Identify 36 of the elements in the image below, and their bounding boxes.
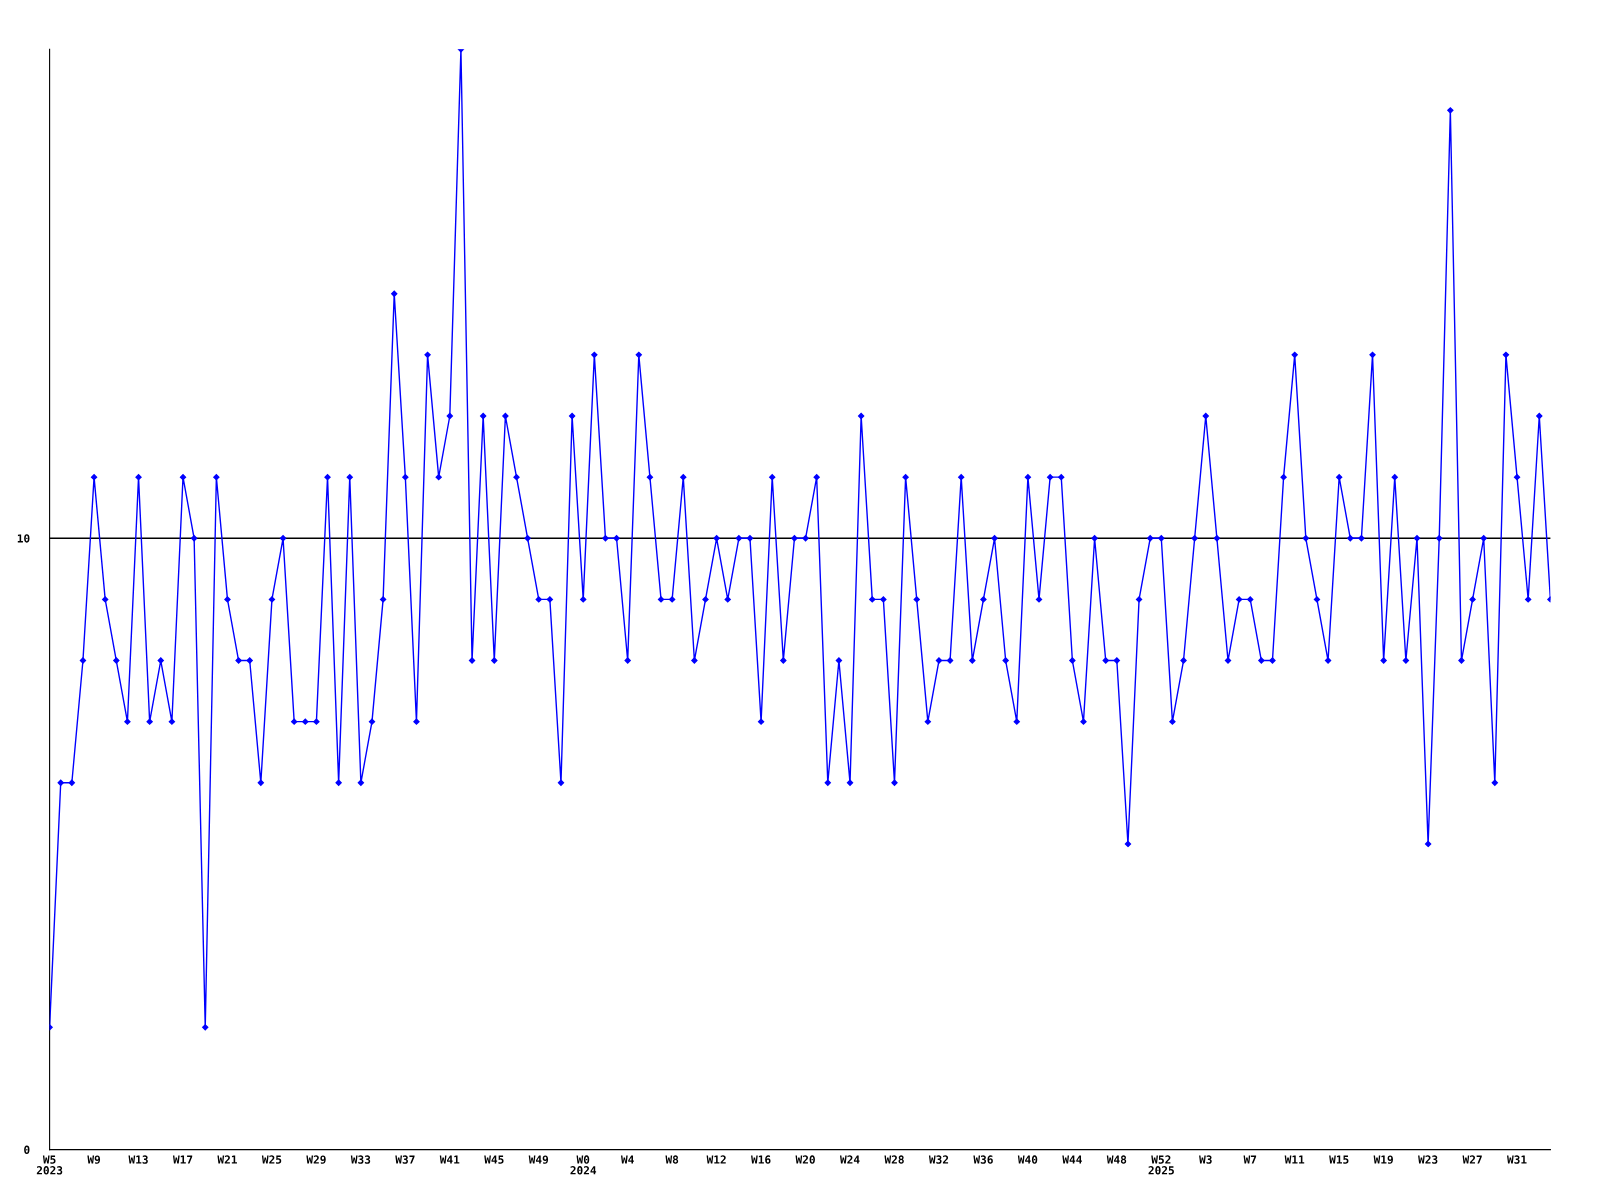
x-tick-label: W7 <box>1243 1155 1257 1164</box>
x-tick-label: W40 <box>1017 1155 1038 1164</box>
x-tick-label: W8 <box>665 1155 679 1164</box>
x-tick-label: W15 <box>1329 1155 1349 1164</box>
x-tick-label: W5 2023 <box>36 1155 63 1175</box>
x-tick-label: W9 <box>87 1155 101 1164</box>
x-tick-label: W28 <box>884 1155 904 1164</box>
x-tick-label: W49 <box>528 1155 549 1164</box>
x-tick-label: W16 <box>751 1155 771 1164</box>
x-tick-label: W32 <box>928 1155 949 1164</box>
x-tick-label: W37 <box>395 1155 415 1164</box>
x-tick-label: W29 <box>306 1155 326 1164</box>
x-tick-label: W41 <box>439 1155 460 1164</box>
x-tick-label: W24 <box>839 1155 860 1164</box>
x-tick-label: W12 <box>706 1155 726 1164</box>
x-tick-label: W45 <box>484 1155 504 1164</box>
x-tick-label: W17 <box>172 1155 193 1164</box>
x-tick-label: W21 <box>217 1155 237 1164</box>
x-tick-label: W3 <box>1199 1155 1212 1164</box>
y-tick-label: 0 <box>24 1145 30 1154</box>
x-tick-label: W0 2024 <box>570 1155 597 1175</box>
x-tick-label: W20 <box>795 1155 815 1164</box>
x-tick-label: W44 <box>1062 1155 1082 1164</box>
x-tick-label: W36 <box>973 1155 993 1164</box>
x-tick-label: W48 <box>1106 1155 1127 1164</box>
x-tick-label: W11 <box>1284 1155 1305 1164</box>
y-tick-label: 10 <box>17 534 30 543</box>
x-tick-label: W52 2025 <box>1148 1155 1174 1175</box>
x-tick-label: W23 <box>1418 1155 1438 1164</box>
x-tick-label: W13 <box>128 1155 148 1164</box>
x-tick-label: W4 <box>621 1155 634 1164</box>
x-tick-label: W25 <box>261 1155 282 1164</box>
x-tick-label: W27 <box>1462 1155 1482 1164</box>
x-tick-label: W33 <box>350 1155 371 1164</box>
x-tick-label: W19 <box>1373 1155 1393 1164</box>
x-tick-label: W31 <box>1507 1155 1527 1164</box>
